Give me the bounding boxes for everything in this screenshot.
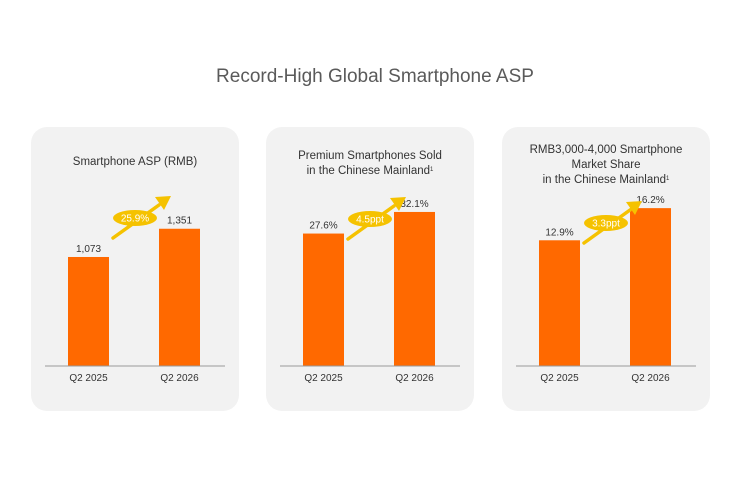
growth-arrow-head xyxy=(155,196,171,210)
chart-market-share: 12.9% Q2 2025 16.2% Q2 2026 3.3ppt xyxy=(516,195,696,384)
growth-badge: 25.9% xyxy=(111,196,171,240)
chart-panel-asp: Smartphone ASP (RMB) 1,073 Q2 2025 1,351 Q2… xyxy=(31,127,239,411)
bar xyxy=(303,233,344,366)
chart-title-text: Smartphone ASP (RMB) xyxy=(72,156,198,168)
bar xyxy=(539,240,580,366)
growth-label: 3.3ppt xyxy=(592,219,620,230)
growth-pill xyxy=(348,211,392,227)
chart-title-text: in the Chinese Mainland xyxy=(306,165,431,177)
growth-badge: 4.5ppt xyxy=(346,197,406,241)
bar xyxy=(68,256,109,366)
chart-title-text: RMB3,000-4,000 Smartphone xyxy=(529,144,683,156)
value-label: 1,073 xyxy=(76,244,101,255)
footnote-marker: 1 xyxy=(430,167,434,173)
value-label: 27.6% xyxy=(309,221,337,232)
bar xyxy=(159,228,200,366)
growth-pill xyxy=(584,215,628,231)
chart-title-line: RMB3,000-4,000 Smartphone xyxy=(502,143,710,158)
chart-premium: 27.6% Q2 2025 32.1% Q2 2026 4.5ppt xyxy=(280,197,460,384)
chart-title: RMB3,000-4,000 Smartphone Market Share i… xyxy=(502,143,710,188)
growth-label: 4.5ppt xyxy=(356,215,384,226)
chart-title-text: Market Share xyxy=(571,159,641,171)
page-title: Record-High Global Smartphone ASP xyxy=(216,66,534,87)
value-label: 32.1% xyxy=(400,199,428,210)
chart-title-line: Market Share xyxy=(502,158,710,173)
value-label: 16.2% xyxy=(636,195,664,206)
category-label: Q2 2025 xyxy=(304,373,343,384)
chart-title: Premium Smartphones Sold in the Chinese … xyxy=(266,149,474,179)
chart-title-line: in the Chinese Mainland1 xyxy=(266,164,474,179)
growth-pill xyxy=(113,210,157,226)
chart-panel-market-share: RMB3,000-4,000 Smartphone Market Share i… xyxy=(502,127,710,411)
chart-title-line: Premium Smartphones Sold xyxy=(266,149,474,164)
chart-title-text: in the Chinese Mainland xyxy=(542,174,667,186)
category-label: Q2 2026 xyxy=(631,373,670,384)
growth-arrow-head xyxy=(626,201,642,215)
value-label: 1,351 xyxy=(167,216,192,227)
chart-asp: 1,073 Q2 2025 1,351 Q2 2026 25.9% xyxy=(45,196,225,384)
chart-title-line: in the Chinese Mainland1 xyxy=(502,173,710,188)
chart-panel-premium: Premium Smartphones Sold in the Chinese … xyxy=(266,127,474,411)
footnote-marker: 1 xyxy=(666,176,670,182)
bar xyxy=(630,208,671,366)
chart-title-line: Smartphone ASP (RMB) xyxy=(31,155,239,170)
category-label: Q2 2026 xyxy=(395,373,434,384)
value-label: 12.9% xyxy=(545,227,573,238)
category-label: Q2 2025 xyxy=(540,373,579,384)
bar xyxy=(394,211,435,366)
category-label: Q2 2026 xyxy=(160,373,199,384)
chart-title-text: Premium Smartphones Sold xyxy=(298,150,442,162)
growth-arrow-head xyxy=(390,197,406,211)
category-label: Q2 2025 xyxy=(69,373,108,384)
growth-label: 25.9% xyxy=(121,214,149,225)
growth-badge: 3.3ppt xyxy=(582,201,642,245)
chart-title: Smartphone ASP (RMB) xyxy=(31,155,239,170)
